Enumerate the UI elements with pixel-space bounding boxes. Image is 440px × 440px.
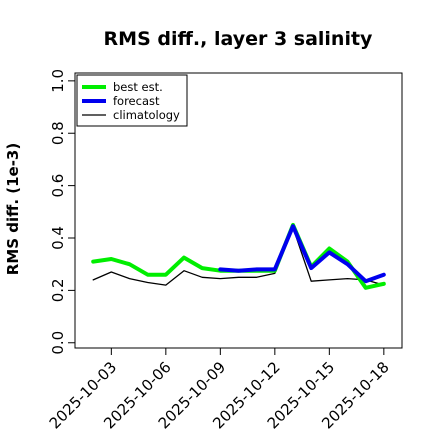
x-axis: 2025-10-032025-10-062025-10-092025-10-12… [46, 348, 393, 432]
y-tick-label: 0.2 [49, 278, 67, 302]
series-line-climatology [92, 226, 385, 286]
legend-label: forecast [113, 94, 160, 108]
chart-title: RMS diff., layer 3 salinity [104, 28, 374, 50]
y-axis: 0.0 0.2 0.4 0.6 0.8 1.0 [49, 69, 75, 355]
y-tick-label: 0.4 [49, 226, 67, 250]
series-layer [91, 222, 386, 290]
y-axis-label: RMS diff. (1e-3) [4, 143, 22, 275]
legend-label: climatology [113, 108, 180, 122]
legend-label: best est. [113, 80, 163, 94]
y-tick-label: 0.6 [49, 174, 67, 198]
plot-frame [74, 72, 403, 349]
series-line-best-est [91, 222, 386, 290]
y-tick-label: 1.0 [49, 69, 67, 93]
series-line-forecast [218, 224, 386, 284]
y-tick-label: 0.0 [49, 331, 67, 355]
y-tick-label: 0.8 [49, 121, 67, 145]
